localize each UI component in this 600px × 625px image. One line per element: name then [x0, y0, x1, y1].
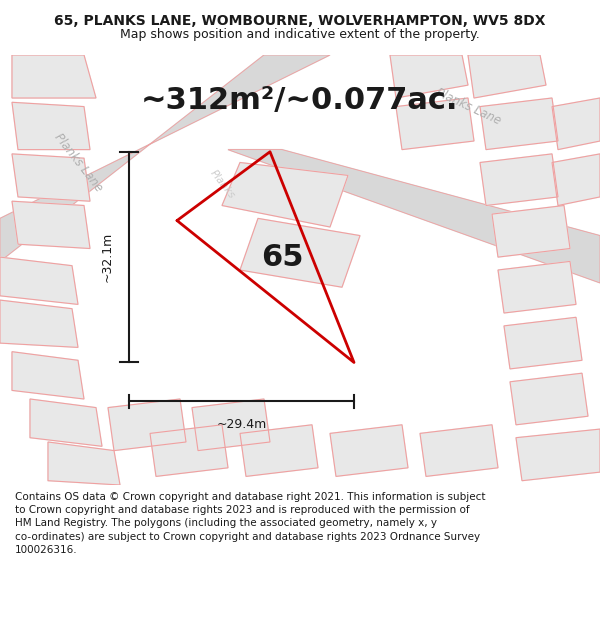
- Text: Map shows position and indicative extent of the property.: Map shows position and indicative extent…: [120, 28, 480, 41]
- Polygon shape: [222, 162, 348, 227]
- Polygon shape: [0, 300, 78, 348]
- Polygon shape: [192, 399, 270, 451]
- Polygon shape: [480, 154, 558, 206]
- Polygon shape: [552, 154, 600, 206]
- Polygon shape: [228, 149, 600, 283]
- Polygon shape: [330, 425, 408, 476]
- Polygon shape: [0, 55, 330, 261]
- Polygon shape: [12, 55, 96, 98]
- Polygon shape: [48, 442, 120, 485]
- Text: Planks Lane: Planks Lane: [51, 131, 105, 194]
- Polygon shape: [480, 98, 558, 149]
- Polygon shape: [240, 218, 360, 288]
- Text: Planks: Planks: [208, 168, 236, 200]
- Polygon shape: [12, 201, 90, 249]
- Text: Contains OS data © Crown copyright and database right 2021. This information is : Contains OS data © Crown copyright and d…: [15, 492, 485, 555]
- Text: 65: 65: [261, 242, 303, 272]
- Polygon shape: [30, 399, 102, 446]
- Polygon shape: [516, 429, 600, 481]
- Polygon shape: [240, 425, 318, 476]
- Polygon shape: [150, 425, 228, 476]
- Polygon shape: [390, 55, 468, 98]
- Polygon shape: [504, 318, 582, 369]
- Polygon shape: [396, 98, 474, 149]
- Polygon shape: [492, 206, 570, 257]
- Text: ~29.4m: ~29.4m: [217, 418, 266, 431]
- Polygon shape: [0, 257, 78, 304]
- Text: ~32.1m: ~32.1m: [101, 232, 114, 282]
- Polygon shape: [510, 373, 588, 425]
- Polygon shape: [108, 399, 186, 451]
- Polygon shape: [552, 98, 600, 149]
- Text: Planks Lane: Planks Lane: [433, 86, 503, 127]
- Polygon shape: [12, 102, 90, 149]
- Polygon shape: [498, 261, 576, 313]
- Polygon shape: [12, 154, 90, 201]
- Polygon shape: [420, 425, 498, 476]
- Text: 65, PLANKS LANE, WOMBOURNE, WOLVERHAMPTON, WV5 8DX: 65, PLANKS LANE, WOMBOURNE, WOLVERHAMPTO…: [54, 14, 546, 28]
- Polygon shape: [12, 352, 84, 399]
- Polygon shape: [468, 55, 546, 98]
- Text: ~312m²/~0.077ac.: ~312m²/~0.077ac.: [141, 86, 459, 114]
